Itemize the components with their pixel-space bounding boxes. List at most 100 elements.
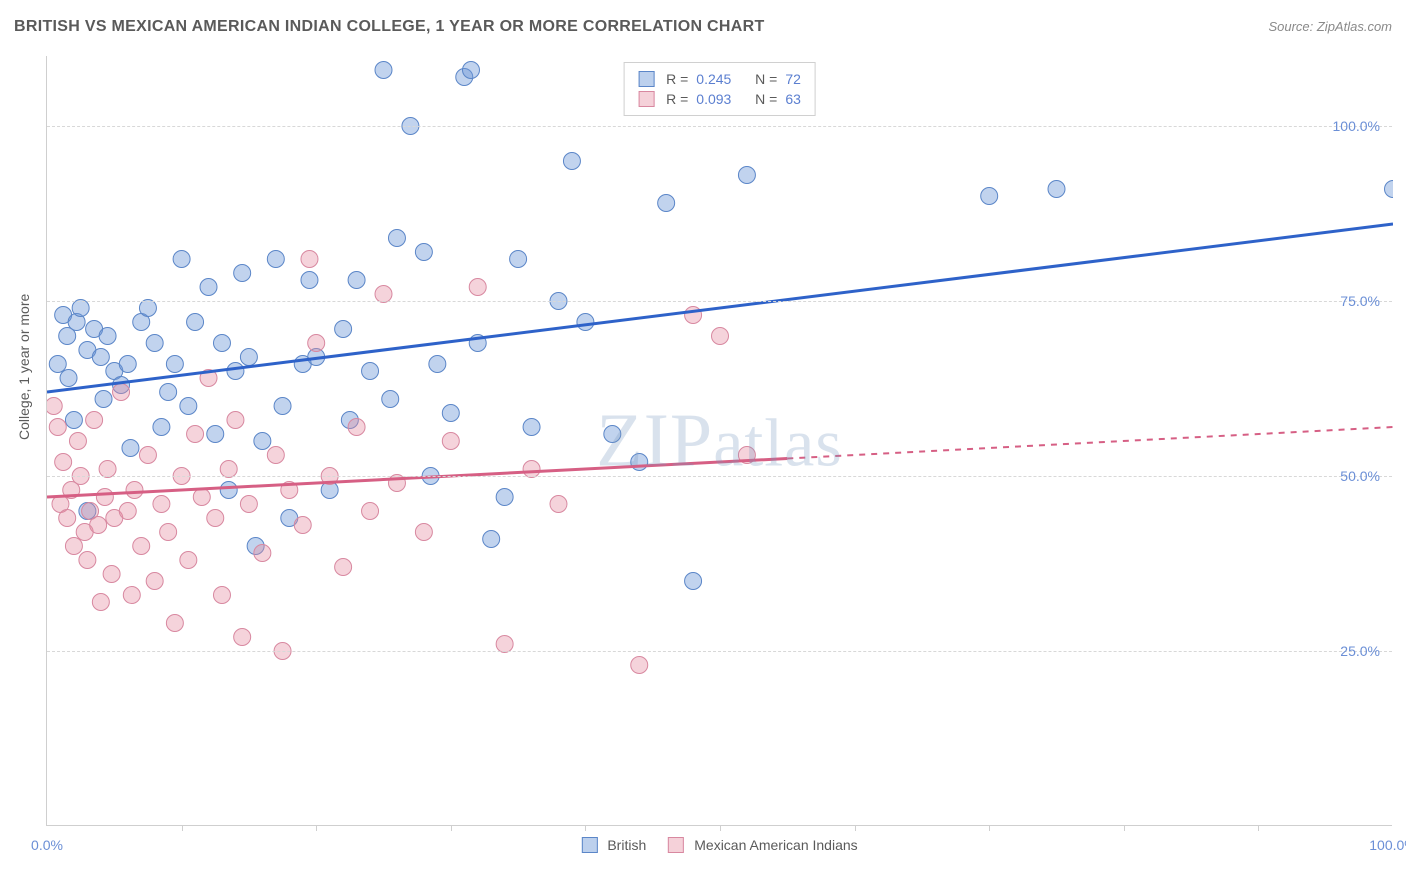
scatter-point bbox=[496, 636, 513, 653]
legend-r-value: 0.245 bbox=[696, 71, 731, 87]
scatter-point bbox=[72, 300, 89, 317]
scatter-point bbox=[981, 188, 998, 205]
scatter-point bbox=[523, 461, 540, 478]
gridline bbox=[47, 301, 1392, 302]
scatter-point bbox=[79, 552, 96, 569]
scatter-point bbox=[227, 412, 244, 429]
scatter-point bbox=[658, 195, 675, 212]
legend-r-value: 0.093 bbox=[696, 91, 731, 107]
scatter-point bbox=[738, 167, 755, 184]
x-tick bbox=[451, 825, 452, 831]
scatter-point bbox=[267, 251, 284, 268]
x-tick-label: 0.0% bbox=[31, 837, 63, 853]
scatter-point bbox=[133, 538, 150, 555]
scatter-point bbox=[483, 531, 500, 548]
legend-label: British bbox=[607, 837, 646, 853]
y-axis-label: College, 1 year or more bbox=[16, 294, 32, 440]
legend-correlation: R = 0.245 N = 72 R = 0.093 N = 63 bbox=[623, 62, 816, 116]
scatter-point bbox=[335, 321, 352, 338]
source-label: Source: ZipAtlas.com bbox=[1268, 19, 1392, 34]
scatter-point bbox=[96, 489, 113, 506]
scatter-point bbox=[59, 510, 76, 527]
scatter-point bbox=[119, 503, 136, 520]
scatter-point bbox=[429, 356, 446, 373]
scatter-point bbox=[173, 251, 190, 268]
y-tick-label: 50.0% bbox=[1340, 468, 1380, 484]
scatter-point bbox=[207, 510, 224, 527]
scatter-point bbox=[375, 62, 392, 79]
scatter-point bbox=[1048, 181, 1065, 198]
scatter-point bbox=[49, 356, 66, 373]
scatter-point bbox=[469, 279, 486, 296]
legend-row: R = 0.093 N = 63 bbox=[638, 89, 801, 109]
legend-swatch bbox=[581, 837, 597, 853]
scatter-point bbox=[92, 349, 109, 366]
scatter-point bbox=[254, 545, 271, 562]
scatter-point bbox=[65, 538, 82, 555]
scatter-point bbox=[180, 398, 197, 415]
legend-r-label: R = bbox=[666, 91, 688, 107]
scatter-point bbox=[274, 398, 291, 415]
scatter-point bbox=[55, 454, 72, 471]
scatter-point bbox=[563, 153, 580, 170]
trend-line bbox=[47, 459, 787, 498]
scatter-point bbox=[362, 503, 379, 520]
legend-r-label: R = bbox=[666, 71, 688, 87]
scatter-point bbox=[577, 314, 594, 331]
legend-item: British bbox=[581, 837, 646, 853]
scatter-point bbox=[220, 461, 237, 478]
x-tick-label: 100.0% bbox=[1369, 837, 1406, 853]
x-tick bbox=[316, 825, 317, 831]
legend-swatch bbox=[668, 837, 684, 853]
legend-swatch bbox=[638, 91, 654, 107]
scatter-point bbox=[510, 251, 527, 268]
scatter-point bbox=[685, 307, 702, 324]
scatter-point bbox=[301, 251, 318, 268]
scatter-point bbox=[153, 496, 170, 513]
scatter-point bbox=[166, 615, 183, 632]
scatter-point bbox=[99, 328, 116, 345]
scatter-point bbox=[415, 524, 432, 541]
scatter-point bbox=[523, 419, 540, 436]
trend-line-dashed bbox=[787, 427, 1393, 459]
scatter-point bbox=[47, 398, 62, 415]
scatter-point bbox=[604, 426, 621, 443]
scatter-point bbox=[348, 419, 365, 436]
scatter-point bbox=[113, 384, 130, 401]
y-tick-label: 100.0% bbox=[1333, 118, 1380, 134]
x-tick bbox=[720, 825, 721, 831]
scatter-point bbox=[139, 300, 156, 317]
legend-series: BritishMexican American Indians bbox=[581, 837, 857, 853]
scatter-point bbox=[685, 573, 702, 590]
chart-title: BRITISH VS MEXICAN AMERICAN INDIAN COLLE… bbox=[14, 18, 765, 36]
scatter-point bbox=[146, 335, 163, 352]
scatter-point bbox=[187, 426, 204, 443]
scatter-point bbox=[348, 272, 365, 289]
scatter-point bbox=[187, 314, 204, 331]
scatter-point bbox=[103, 566, 120, 583]
scatter-point bbox=[69, 433, 86, 450]
scatter-point bbox=[92, 594, 109, 611]
gridline bbox=[47, 651, 1392, 652]
scatter-point bbox=[119, 356, 136, 373]
scatter-point bbox=[126, 482, 143, 499]
x-tick bbox=[989, 825, 990, 831]
scatter-point bbox=[220, 482, 237, 499]
header: BRITISH VS MEXICAN AMERICAN INDIAN COLLE… bbox=[14, 18, 1392, 36]
scatter-point bbox=[301, 272, 318, 289]
scatter-point bbox=[123, 587, 140, 604]
scatter-point bbox=[146, 573, 163, 590]
x-tick bbox=[182, 825, 183, 831]
scatter-point bbox=[65, 412, 82, 429]
y-tick-label: 75.0% bbox=[1340, 293, 1380, 309]
scatter-point bbox=[122, 440, 139, 457]
scatter-point bbox=[193, 489, 210, 506]
x-tick bbox=[1124, 825, 1125, 831]
scatter-point bbox=[166, 356, 183, 373]
x-tick bbox=[1258, 825, 1259, 831]
scatter-point bbox=[180, 552, 197, 569]
scatter-point bbox=[207, 426, 224, 443]
scatter-point bbox=[550, 496, 567, 513]
scatter-point bbox=[1385, 181, 1394, 198]
scatter-point bbox=[415, 244, 432, 261]
